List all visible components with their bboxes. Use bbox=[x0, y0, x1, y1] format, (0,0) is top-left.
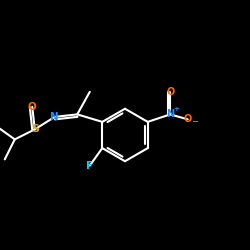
Text: N: N bbox=[166, 110, 174, 120]
Text: S: S bbox=[31, 124, 39, 134]
Text: F: F bbox=[86, 161, 93, 170]
Text: O: O bbox=[28, 102, 37, 112]
Text: −: − bbox=[191, 118, 198, 126]
Text: O: O bbox=[184, 114, 192, 124]
Text: +: + bbox=[173, 106, 179, 112]
Text: N: N bbox=[50, 112, 59, 122]
Text: O: O bbox=[166, 87, 174, 97]
